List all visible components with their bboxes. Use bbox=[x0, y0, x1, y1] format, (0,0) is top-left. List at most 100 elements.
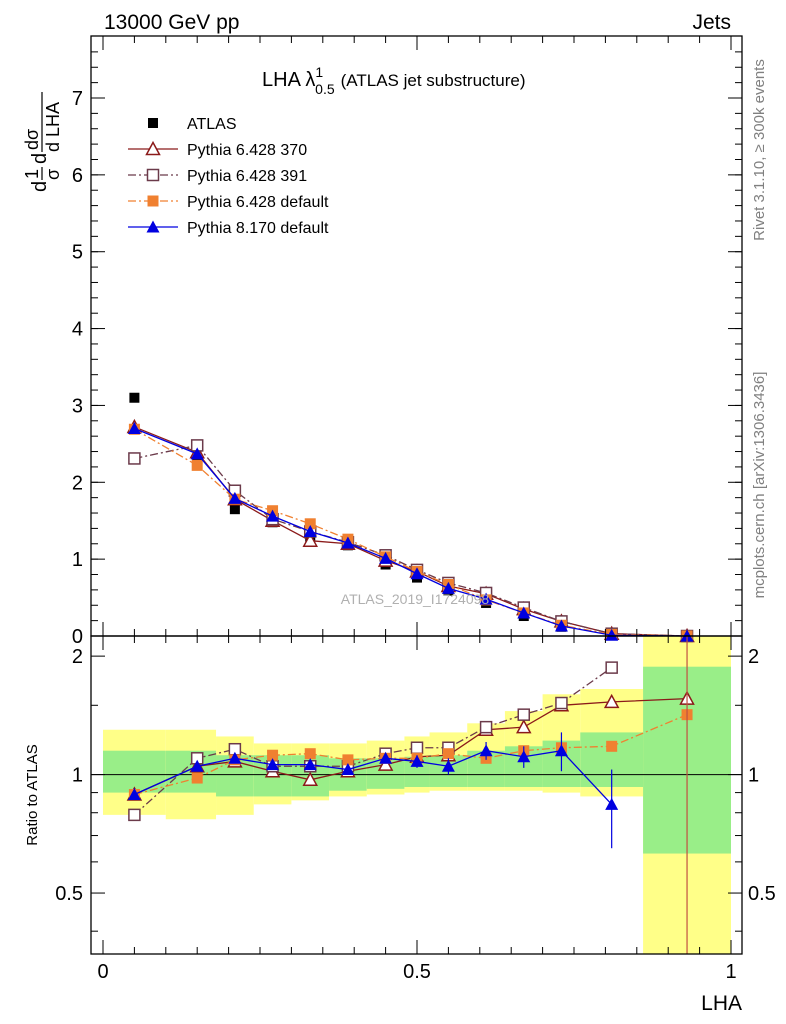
rivet-label: Rivet 3.1.10, ≥ 300k events bbox=[751, 59, 768, 241]
ratio-y-tick-label-right: 1 bbox=[748, 765, 759, 787]
y-tick-label: 3 bbox=[72, 395, 83, 417]
data-point bbox=[410, 567, 424, 580]
data-point bbox=[228, 491, 242, 504]
ratio-point bbox=[266, 758, 280, 771]
x-axis-label: LHA bbox=[701, 992, 742, 1015]
axis-ticks bbox=[91, 36, 742, 954]
data-point bbox=[191, 459, 203, 471]
legend-marker bbox=[147, 195, 159, 207]
y-axis-label-ratio: Ratio to ATLAS bbox=[24, 744, 41, 845]
data-point bbox=[266, 509, 280, 522]
legend-label: Pythia 6.428 370 bbox=[187, 142, 307, 159]
x-tick-label: 1 bbox=[725, 961, 736, 983]
ratio-point bbox=[603, 693, 620, 709]
ratio-point bbox=[302, 771, 318, 787]
svg-text:d LHA: d LHA bbox=[43, 102, 63, 152]
series-line bbox=[134, 444, 688, 637]
data-point bbox=[127, 421, 141, 434]
data-point bbox=[303, 524, 317, 537]
ratio-point bbox=[304, 748, 316, 760]
ratio-point bbox=[517, 750, 531, 763]
ratio-point bbox=[442, 748, 454, 760]
header-left: 13000 GeV pp bbox=[104, 11, 239, 34]
watermark: ATLAS_2019_I1724098 bbox=[341, 591, 490, 607]
ratio-point bbox=[517, 708, 531, 721]
legend-marker bbox=[148, 118, 158, 128]
x-tick-label: 0.5 bbox=[403, 961, 431, 983]
ratio-point bbox=[606, 740, 618, 752]
y-tick-label: 5 bbox=[72, 242, 83, 264]
ratio-y-tick-label-right: 2 bbox=[748, 646, 759, 668]
ratio-point bbox=[555, 696, 568, 710]
series-pythia-6-428-370 bbox=[126, 418, 695, 643]
ratio-point bbox=[379, 751, 393, 764]
ratio-plot-series bbox=[126, 636, 695, 954]
ratio-y-tick-label: 0.5 bbox=[55, 883, 83, 905]
ratio-point bbox=[479, 720, 493, 734]
legend-entry: Pythia 6.428 391 bbox=[128, 168, 307, 185]
title-main: LHA λ bbox=[262, 69, 315, 91]
y-tick-label: 7 bbox=[72, 88, 83, 110]
data-point bbox=[379, 551, 393, 564]
ratio-y-tick-label: 1 bbox=[72, 765, 83, 787]
y-axis-label-main: d 1 σ d dσ d LHA bbox=[22, 92, 63, 192]
svg-text:1: 1 bbox=[22, 169, 42, 179]
legend-entry: Pythia 6.428 default bbox=[128, 194, 329, 211]
title-sub: 0.5 bbox=[315, 81, 335, 97]
uncertainty-bands bbox=[91, 636, 742, 954]
title-sup: 1 bbox=[315, 64, 323, 80]
legend-entry: ATLAS bbox=[148, 116, 237, 133]
ratio-y-tick-label: 2 bbox=[72, 646, 83, 668]
ratio-point bbox=[516, 719, 532, 734]
legend-entry: Pythia 6.428 370 bbox=[128, 140, 307, 159]
ratio-y-tick-label-right: 0.5 bbox=[748, 883, 776, 905]
y-tick-label: 2 bbox=[72, 472, 83, 494]
svg-text:σ: σ bbox=[43, 169, 63, 180]
data-point bbox=[302, 532, 318, 547]
legend-marker bbox=[145, 140, 161, 156]
legend-label: Pythia 6.428 391 bbox=[187, 168, 307, 185]
ratio-point bbox=[554, 744, 568, 757]
data-point bbox=[517, 606, 531, 619]
data-point bbox=[129, 392, 140, 403]
ratio-point bbox=[479, 744, 493, 757]
series-pythia-6-428-391 bbox=[128, 439, 694, 643]
legend-label: Pythia 6.428 default bbox=[187, 194, 329, 211]
ratio-point bbox=[342, 754, 354, 766]
data-point bbox=[441, 581, 455, 594]
y-tick-label: 6 bbox=[72, 165, 83, 187]
ratio-point bbox=[128, 808, 141, 822]
ratio-point bbox=[605, 797, 619, 810]
ratio-point bbox=[303, 758, 317, 771]
legend-entry: Pythia 8.170 default bbox=[128, 220, 329, 237]
svg-text:d: d bbox=[29, 181, 51, 192]
legend: ATLAS Pythia 6.428 370 Pythia 6.428 391 Pyt… bbox=[128, 116, 329, 237]
data-point bbox=[190, 447, 204, 460]
ratio-point bbox=[377, 756, 394, 771]
svg-text:dσ: dσ bbox=[22, 129, 42, 150]
legend-marker bbox=[146, 220, 160, 233]
data-point bbox=[605, 628, 619, 641]
ratio-point bbox=[410, 754, 424, 767]
data-point bbox=[554, 619, 568, 632]
ratio-point bbox=[190, 759, 204, 772]
title-suffix: (ATLAS jet substructure) bbox=[341, 71, 526, 90]
data-point bbox=[128, 452, 141, 465]
x-tick-label: 0 bbox=[97, 961, 108, 983]
ratio-point bbox=[267, 749, 279, 761]
ratio-point bbox=[441, 759, 455, 772]
ratio-series-pythia-8-170-default bbox=[127, 732, 619, 849]
data-point bbox=[341, 536, 355, 549]
header-right: Jets bbox=[692, 11, 731, 34]
legend-label: Pythia 8.170 default bbox=[187, 220, 329, 237]
ratio-point bbox=[191, 772, 203, 784]
series-pythia-8-170-default bbox=[127, 421, 694, 642]
series-line bbox=[134, 427, 688, 637]
y-tick-label: 1 bbox=[72, 549, 83, 571]
series-pythia-6-428-default bbox=[128, 423, 693, 642]
legend-marker bbox=[146, 168, 160, 182]
y-tick-label: 0 bbox=[72, 626, 83, 648]
legend-label: ATLAS bbox=[187, 116, 237, 133]
